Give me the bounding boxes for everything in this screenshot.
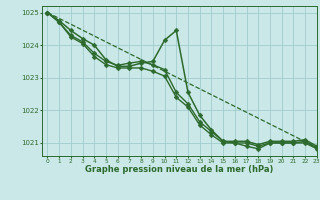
X-axis label: Graphe pression niveau de la mer (hPa): Graphe pression niveau de la mer (hPa) — [85, 165, 273, 174]
